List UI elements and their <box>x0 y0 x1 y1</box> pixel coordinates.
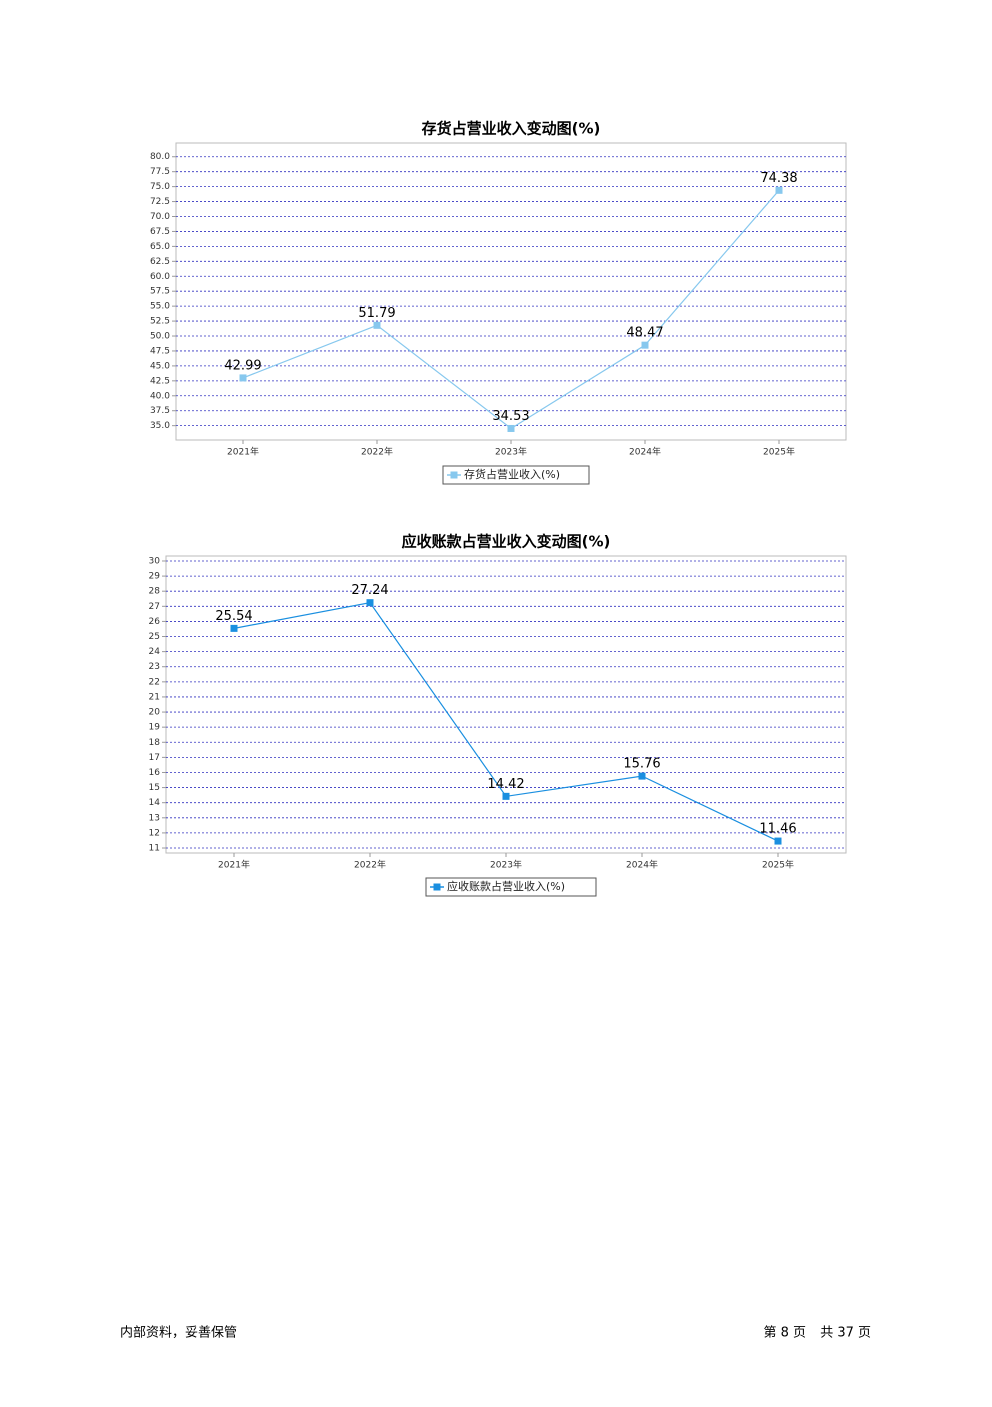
y-tick-label: 20 <box>149 708 161 718</box>
data-label: 34.53 <box>492 409 529 424</box>
y-tick-label: 25 <box>149 632 160 642</box>
y-tick-label: 35.0 <box>150 421 170 431</box>
y-tick-label: 72.5 <box>150 197 170 207</box>
data-label: 25.54 <box>215 609 252 624</box>
y-tick-label: 55.0 <box>150 302 170 312</box>
y-tick-label: 45.0 <box>150 361 170 371</box>
data-label: 48.47 <box>626 326 663 341</box>
y-tick-label: 21 <box>149 692 160 702</box>
x-tick-label: 2022年 <box>361 446 393 458</box>
data-label: 74.38 <box>760 171 797 186</box>
data-label: 27.24 <box>351 583 388 598</box>
y-tick-label: 19 <box>149 723 161 733</box>
x-tick-label: 2021年 <box>218 859 250 871</box>
y-tick-label: 13 <box>149 813 160 823</box>
legend-label: 应收账款占营业收入(%) <box>447 879 565 893</box>
y-tick-label: 26 <box>149 617 161 627</box>
point <box>230 624 238 632</box>
y-tick-label: 15 <box>149 783 160 793</box>
x-tick-label: 2024年 <box>626 859 658 871</box>
y-tick-label: 77.5 <box>150 167 170 177</box>
chart-title: 应收账款占营业收入变动图(%) <box>402 533 611 551</box>
point <box>373 321 381 329</box>
legend-label: 存货占营业收入(%) <box>464 467 560 481</box>
y-tick-label: 62.5 <box>150 257 170 267</box>
point <box>507 424 515 432</box>
y-tick-label: 57.5 <box>150 287 170 297</box>
point <box>366 599 374 607</box>
y-tick-label: 22 <box>149 677 160 687</box>
x-tick-label: 2025年 <box>763 446 795 458</box>
data-label: 11.46 <box>759 822 796 837</box>
point <box>775 186 783 194</box>
x-tick-label: 2023年 <box>495 446 527 458</box>
y-tick-label: 47.5 <box>150 346 170 356</box>
legend-swatch <box>450 471 458 479</box>
footer-page: 第 8 页 <box>763 1326 806 1341</box>
x-tick-label: 2024年 <box>629 446 661 458</box>
y-tick-label: 17 <box>149 753 160 763</box>
y-tick-label: 65.0 <box>150 242 170 252</box>
y-tick-label: 18 <box>149 738 161 748</box>
y-tick-label: 75.0 <box>150 182 170 192</box>
y-tick-label: 60.0 <box>150 272 170 282</box>
y-tick-label: 14 <box>149 798 161 808</box>
plot-area <box>175 142 847 441</box>
footer-note: 内部资料，妥善保管 <box>120 1325 237 1341</box>
footer-total: 共 37 页 <box>820 1326 871 1341</box>
data-label: 15.76 <box>623 757 660 772</box>
y-tick-label: 27 <box>149 602 160 612</box>
legend-box <box>425 877 597 897</box>
y-tick-label: 52.5 <box>150 317 170 327</box>
y-tick-label: 28 <box>149 587 161 597</box>
data-label: 14.42 <box>487 777 524 792</box>
y-tick-label: 40.0 <box>150 391 170 401</box>
legend-swatch <box>433 883 441 891</box>
y-tick-label: 29 <box>149 572 161 582</box>
legend-box <box>442 465 590 485</box>
y-tick-label: 23 <box>149 662 160 672</box>
y-tick-label: 12 <box>149 828 160 838</box>
point <box>239 374 247 382</box>
point <box>502 792 510 800</box>
y-tick-label: 37.5 <box>150 406 170 416</box>
y-tick-label: 70.0 <box>150 212 170 222</box>
y-tick-label: 11 <box>149 844 160 854</box>
y-tick-label: 80.0 <box>150 152 170 162</box>
y-tick-label: 24 <box>149 647 161 657</box>
plot-area <box>165 555 847 854</box>
y-tick-label: 42.5 <box>150 376 170 386</box>
y-tick-label: 30 <box>149 556 161 566</box>
x-tick-label: 2022年 <box>354 859 386 871</box>
point <box>641 341 649 349</box>
point <box>774 837 782 845</box>
x-tick-label: 2023年 <box>490 859 522 871</box>
x-tick-label: 2025年 <box>762 859 794 871</box>
y-tick-label: 16 <box>149 768 161 778</box>
chart-title: 存货占营业收入变动图(%) <box>422 120 601 138</box>
y-tick-label: 67.5 <box>150 227 170 237</box>
data-label: 51.79 <box>358 306 395 321</box>
point <box>638 772 646 780</box>
data-label: 42.99 <box>224 358 261 373</box>
x-tick-label: 2021年 <box>227 446 259 458</box>
y-tick-label: 50.0 <box>150 332 170 342</box>
